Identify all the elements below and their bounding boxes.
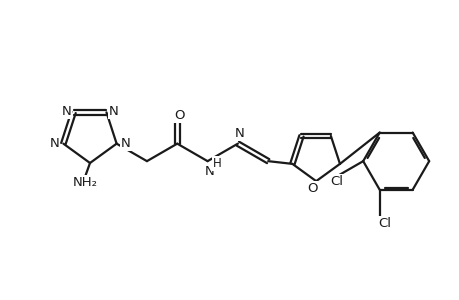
Text: N: N (204, 165, 214, 178)
Text: N: N (235, 127, 244, 140)
Text: N: N (108, 105, 118, 118)
Text: O: O (306, 182, 317, 195)
Text: O: O (174, 109, 184, 122)
Text: NH₂: NH₂ (73, 176, 97, 190)
Text: N: N (121, 137, 130, 150)
Text: H: H (213, 157, 221, 170)
Text: Cl: Cl (330, 175, 343, 188)
Text: N: N (50, 137, 59, 150)
Text: N: N (62, 105, 71, 118)
Text: Cl: Cl (377, 217, 390, 230)
